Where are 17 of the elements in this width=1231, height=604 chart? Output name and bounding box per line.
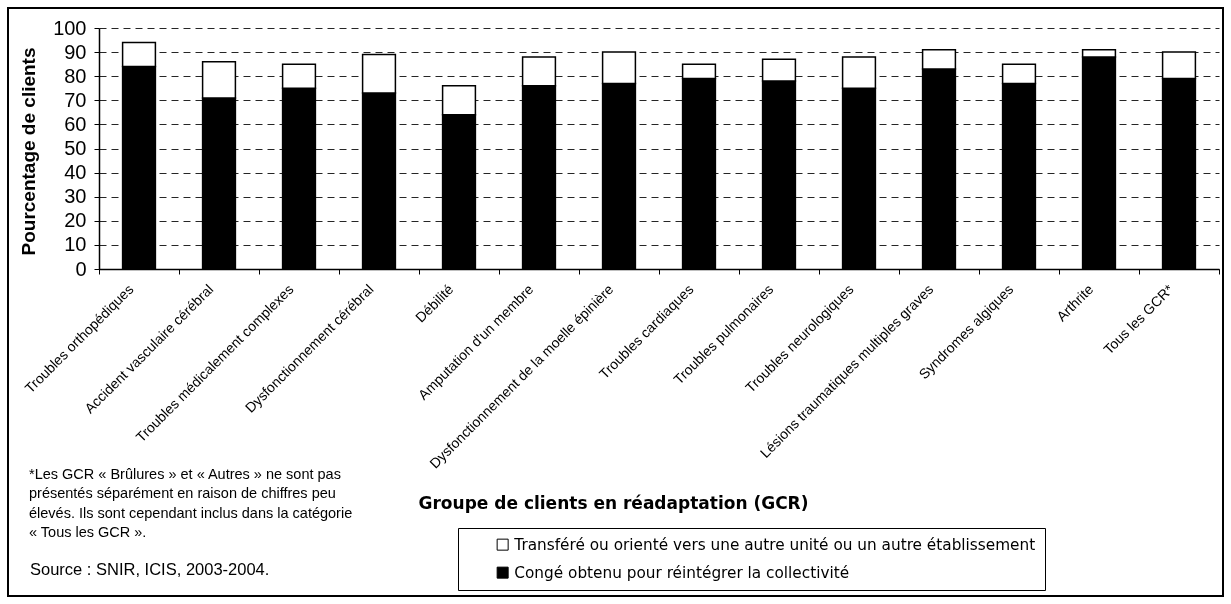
legend-label: Congé obtenu pour réintégrer la collectivité bbox=[514, 563, 850, 582]
y-tick-label: 0 bbox=[75, 257, 87, 280]
y-tick-label: 30 bbox=[64, 185, 87, 208]
y-tick-label: 20 bbox=[64, 209, 87, 232]
y-tick-label: 100 bbox=[53, 16, 87, 39]
text: *Les GCR « Brûlures » et « Autres » ne sont pas présentés séparément en raison de chiffres peu élevés. Ils sont cependant inclus dans la catégorie « Tous les GCR ». bbox=[29, 466, 353, 540]
y-tick-label: 40 bbox=[64, 161, 87, 184]
y-axis-title: Pourcentage de clients bbox=[17, 47, 39, 256]
y-tick-label: 90 bbox=[64, 40, 87, 63]
x-axis-title: Groupe de clients en réadaptation (GCR) bbox=[418, 492, 809, 513]
y-tick-label: 10 bbox=[64, 233, 87, 256]
y-tick-label: 70 bbox=[64, 88, 87, 111]
source-note: Source : SNIR, ICIS, 2003-2004. bbox=[30, 560, 270, 578]
y-tick-label: 80 bbox=[64, 64, 87, 87]
y-tick-label: 50 bbox=[64, 137, 87, 159]
legend-label: Transféré ou orienté vers une autre unité ou un autre établissement bbox=[513, 535, 1036, 554]
y-tick-label: 60 bbox=[64, 112, 87, 135]
